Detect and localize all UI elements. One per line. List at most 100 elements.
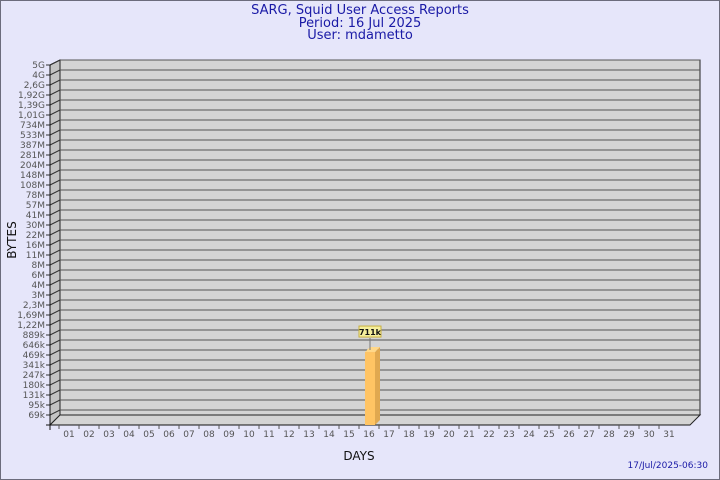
- bar-side-day-16: [375, 347, 380, 425]
- y-tick-label: 4G: [32, 71, 45, 81]
- y-tick-depth: [49, 239, 61, 246]
- y-tick-depth: [49, 99, 61, 106]
- y-axis-title: BYTES: [5, 221, 19, 258]
- x-tick-label: 17: [383, 430, 394, 440]
- x-tick-label: 09: [223, 430, 235, 440]
- x-tick-label: 27: [583, 430, 594, 440]
- y-tick-depth: [49, 279, 61, 286]
- x-tick-label: 26: [563, 430, 575, 440]
- y-tick-label: 6M: [32, 271, 46, 281]
- y-tick-label: 1,92G: [18, 91, 45, 101]
- y-tick-label: 387M: [20, 141, 45, 151]
- y-tick-label: 533M: [20, 131, 45, 141]
- y-tick-label: 247k: [23, 371, 46, 381]
- y-tick-label: 469k: [23, 351, 46, 361]
- y-tick-label: 22M: [26, 231, 45, 241]
- x-tick-label: 23: [503, 430, 514, 440]
- y-tick-depth: [49, 379, 61, 386]
- x-tick-label: 28: [603, 430, 615, 440]
- y-tick-label: 69k: [28, 411, 45, 421]
- y-tick-label: 4M: [32, 281, 46, 291]
- y-tick-depth: [49, 209, 61, 216]
- x-tick-label: 19: [423, 430, 435, 440]
- x-tick-label: 12: [283, 430, 294, 440]
- y-tick-depth: [49, 189, 61, 196]
- y-tick-label: 341k: [23, 361, 46, 371]
- y-tick-depth: [49, 79, 61, 86]
- y-tick-depth: [49, 259, 61, 266]
- y-tick-label: 180k: [23, 381, 46, 391]
- y-tick-label: 204M: [20, 161, 45, 171]
- x-tick-label: 22: [483, 430, 494, 440]
- y-tick-label: 108M: [20, 181, 45, 191]
- y-tick-label: 3M: [32, 291, 46, 301]
- chart-user: User: mdametto: [307, 28, 413, 43]
- y-tick-label: 30M: [26, 221, 45, 231]
- y-tick-depth: [49, 269, 61, 276]
- y-tick-depth: [49, 159, 61, 166]
- y-tick-label: 889k: [23, 331, 46, 341]
- x-axis-title: DAYS: [343, 449, 374, 463]
- x-tick-label: 04: [123, 430, 135, 440]
- y-tick-label: 148M: [20, 171, 45, 181]
- x-tick-label: 15: [343, 430, 354, 440]
- x-tick-label: 06: [163, 430, 175, 440]
- data-label: 711k: [359, 328, 382, 337]
- y-tick-depth: [49, 169, 61, 176]
- y-tick-label: 2,3M: [23, 301, 45, 311]
- x-tick-label: 08: [203, 430, 215, 440]
- bar-day-16: [365, 352, 375, 425]
- y-tick-depth: [49, 329, 61, 336]
- generated-timestamp: 17/Jul/2025-06:30: [627, 461, 708, 471]
- x-tick-label: 11: [263, 430, 274, 440]
- x-tick-label: 25: [543, 430, 554, 440]
- y-tick-depth: [49, 179, 61, 186]
- x-tick-label: 05: [143, 430, 154, 440]
- x-tick-label: 30: [643, 430, 655, 440]
- x-tick-label: 16: [363, 430, 375, 440]
- y-tick-depth: [49, 149, 61, 156]
- x-tick-label: 07: [183, 430, 194, 440]
- y-tick-depth: [49, 219, 61, 226]
- y-tick-depth: [49, 59, 61, 66]
- x-tick-label: 31: [663, 430, 674, 440]
- y-tick-depth: [49, 249, 61, 256]
- y-tick-label: 11M: [26, 251, 45, 261]
- y-tick-label: 1,01G: [18, 111, 45, 121]
- y-tick-depth: [49, 319, 61, 326]
- chart-title: SARG, Squid User Access Reports: [251, 3, 469, 18]
- y-tick-label: 281M: [20, 151, 45, 161]
- x-tick-label: 10: [243, 430, 255, 440]
- y-tick-label: 646k: [23, 341, 46, 351]
- chart-period: Period: 16 Jul 2025: [298, 16, 422, 31]
- y-tick-depth: [49, 389, 61, 396]
- x-tick-label: 24: [523, 430, 535, 440]
- y-tick-label: 41M: [26, 211, 45, 221]
- y-tick-depth: [49, 139, 61, 146]
- y-tick-label: 16M: [26, 241, 45, 251]
- x-tick-label: 20: [443, 430, 455, 440]
- bar-top-day-16: [365, 347, 380, 353]
- y-tick-depth: [49, 369, 61, 376]
- y-tick-depth: [49, 289, 61, 296]
- x-tick-label: 21: [463, 430, 474, 440]
- x-tick-label: 13: [303, 430, 314, 440]
- y-tick-depth: [49, 89, 61, 96]
- y-tick-depth: [49, 349, 61, 356]
- x-tick-label: 02: [83, 430, 94, 440]
- y-tick-label: 734M: [20, 121, 45, 131]
- y-tick-depth: [49, 129, 61, 136]
- y-tick-label: 57M: [26, 201, 45, 211]
- x-tick-label: 18: [403, 430, 415, 440]
- y-tick-depth: [49, 119, 61, 126]
- y-tick-label: 1,69M: [17, 311, 45, 321]
- y-tick-label: 1,39G: [18, 101, 45, 111]
- y-tick-depth: [49, 309, 61, 316]
- x-tick-label: 03: [103, 430, 114, 440]
- y-tick-label: 95k: [28, 401, 45, 411]
- data-label-box: [358, 325, 382, 338]
- y-tick-depth: [49, 359, 61, 366]
- y-tick-depth: [49, 109, 61, 116]
- y-tick-depth: [49, 229, 61, 236]
